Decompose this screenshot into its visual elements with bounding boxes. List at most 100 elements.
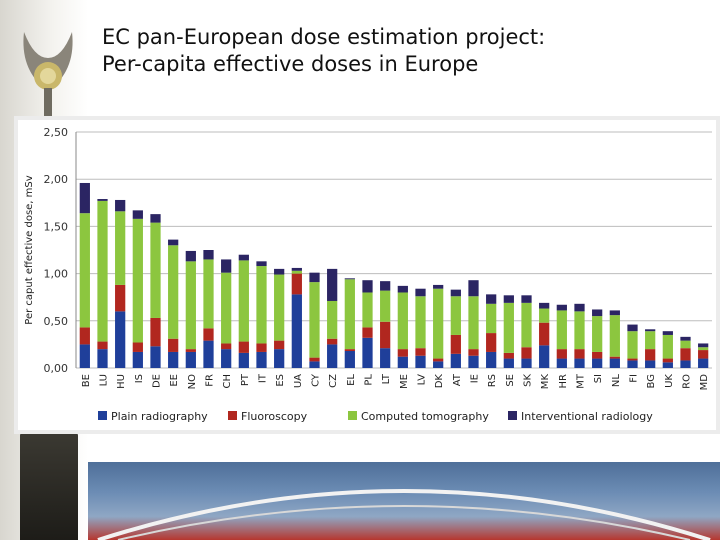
x-tick-label-nl: NL	[611, 374, 622, 387]
legend-swatch-ct	[348, 411, 357, 420]
bar-segment-interventional-uk	[662, 331, 673, 335]
bar-segment-plain-no	[185, 351, 196, 368]
bar-segment-plain-hu	[115, 311, 126, 368]
trophy-ornament-icon	[23, 32, 73, 118]
bar-segment-plain-pl	[362, 337, 373, 368]
x-tick-label-uk: UK	[664, 374, 675, 388]
x-tick-label-si: SI	[593, 374, 604, 383]
bar-segment-fluoro-at	[450, 334, 461, 354]
x-tick-label-fi: FI	[629, 374, 640, 383]
bar-segment-interventional-hu	[115, 199, 126, 212]
bar-segment-plain-es	[274, 349, 285, 368]
bar-segment-interventional-ie	[468, 280, 479, 297]
bar-segment-plain-md	[698, 358, 709, 368]
bar-segment-plain-ee	[168, 351, 179, 368]
bar-segment-fluoro-fr	[203, 328, 214, 341]
legend-swatch-interventional	[508, 411, 517, 420]
bar-segment-plain-se	[503, 358, 514, 368]
y-tick-label: 1,50	[44, 220, 69, 233]
bar-segment-fluoro-cy	[309, 357, 320, 362]
x-tick-label-sk: SK	[523, 374, 534, 387]
bar-segment-fluoro-bg	[645, 349, 656, 361]
bar-segment-plain-cy	[309, 361, 320, 368]
bar-segment-plain-ro	[680, 360, 691, 368]
x-tick-label-mk: MK	[540, 374, 551, 390]
x-tick-label-ie: IE	[470, 374, 481, 383]
bar-segment-ct-ua	[291, 270, 302, 274]
bar-segment-ct-lv	[415, 296, 426, 349]
legend-label-ct: Computed tomography	[361, 410, 489, 423]
bar-segment-plain-mk	[539, 345, 550, 368]
x-tick-label-hr: HR	[558, 374, 569, 389]
bar-segment-ct-at	[450, 296, 461, 335]
slide-title: EC pan-European dose estimation project:…	[102, 24, 702, 78]
bar-segment-plain-sk	[521, 358, 532, 368]
bar-segment-ct-es	[274, 274, 285, 341]
y-tick-label: 0,50	[44, 315, 69, 328]
bar-segment-ct-ro	[680, 340, 691, 349]
bar-segment-plain-el	[344, 351, 355, 368]
x-tick-label-lt: LT	[381, 373, 392, 384]
x-tick-label-fr: FR	[205, 374, 216, 387]
bar-segment-ct-is	[132, 218, 143, 343]
y-tick-label: 2,50	[44, 126, 69, 139]
bar-segment-interventional-dk	[433, 284, 444, 289]
bar-segment-ct-hu	[115, 211, 126, 285]
bar-segment-interventional-mk	[539, 302, 550, 309]
x-tick-label-pt: PT	[240, 373, 251, 386]
bar-segment-ct-cz	[327, 300, 338, 339]
bar-segment-ct-rs	[486, 303, 497, 334]
bar-segment-interventional-me	[397, 285, 408, 293]
bar-segment-plain-hr	[556, 358, 567, 368]
bar-segment-fluoro-cz	[327, 338, 338, 345]
bar-segment-ct-el	[344, 279, 355, 350]
bar-segment-plain-is	[132, 351, 143, 368]
bar-segment-fluoro-se	[503, 352, 514, 359]
bar-segment-ct-no	[185, 261, 196, 350]
bar-segment-plain-lt	[380, 348, 391, 368]
legend-label-plain: Plain radiography	[111, 410, 208, 423]
bar-segment-ct-mt	[574, 311, 585, 350]
bar-segment-interventional-md	[698, 343, 709, 348]
x-tick-label-ua: UA	[293, 374, 304, 388]
title-line-1: EC pan-European dose estimation project:	[102, 25, 546, 49]
x-tick-label-el: EL	[346, 374, 357, 386]
bar-segment-ct-lu	[97, 200, 108, 342]
bar-segment-ct-ee	[168, 245, 179, 339]
bar-segment-interventional-ua	[291, 267, 302, 271]
x-tick-label-hu: HU	[116, 374, 127, 389]
bar-segment-fluoro-es	[274, 340, 285, 350]
bar-segment-plain-fr	[203, 340, 214, 368]
bar-segment-ct-hr	[556, 310, 567, 350]
chart-area: 0,00 0,50 1,00 1,50 2,00 2,50 Per caput effect…	[18, 120, 716, 430]
y-tick-label: 2,00	[44, 173, 69, 186]
bar-segment-interventional-nl	[609, 310, 620, 316]
bar-segment-fluoro-it	[256, 343, 267, 352]
bar-segment-fluoro-lv	[415, 348, 426, 356]
bar-segment-interventional-cz	[327, 268, 338, 301]
bar-segment-ct-lt	[380, 290, 391, 322]
x-tick-label-mt: MT	[576, 373, 587, 389]
bar-segment-ct-cy	[309, 282, 320, 358]
bar-segment-fluoro-mt	[574, 349, 585, 359]
x-tick-label-lu: LU	[99, 374, 110, 386]
bar-segment-fluoro-hr	[556, 349, 567, 359]
bar-segment-interventional-de	[150, 214, 161, 223]
bar-segment-fluoro-rs	[486, 333, 497, 352]
bar-segment-ct-md	[698, 347, 709, 351]
bar-segment-plain-ua	[291, 294, 302, 368]
x-tick-label-cz: CZ	[328, 374, 339, 388]
bar-segment-ct-me	[397, 292, 408, 350]
bar-segment-fluoro-me	[397, 349, 408, 357]
x-tick-label-no: NO	[187, 374, 198, 389]
bar-segment-fluoro-is	[132, 342, 143, 352]
bar-segment-fluoro-hu	[115, 284, 126, 312]
x-tick-label-bg: BG	[646, 374, 657, 388]
bar-segment-plain-bg	[645, 360, 656, 368]
bar-segment-interventional-el	[344, 278, 355, 280]
bar-segment-plain-pt	[238, 352, 249, 368]
bar-segment-plain-cz	[327, 344, 338, 368]
bar-segment-interventional-lt	[380, 281, 391, 291]
x-tick-label-cy: CY	[311, 373, 322, 387]
bar-segment-plain-fi	[627, 360, 638, 368]
